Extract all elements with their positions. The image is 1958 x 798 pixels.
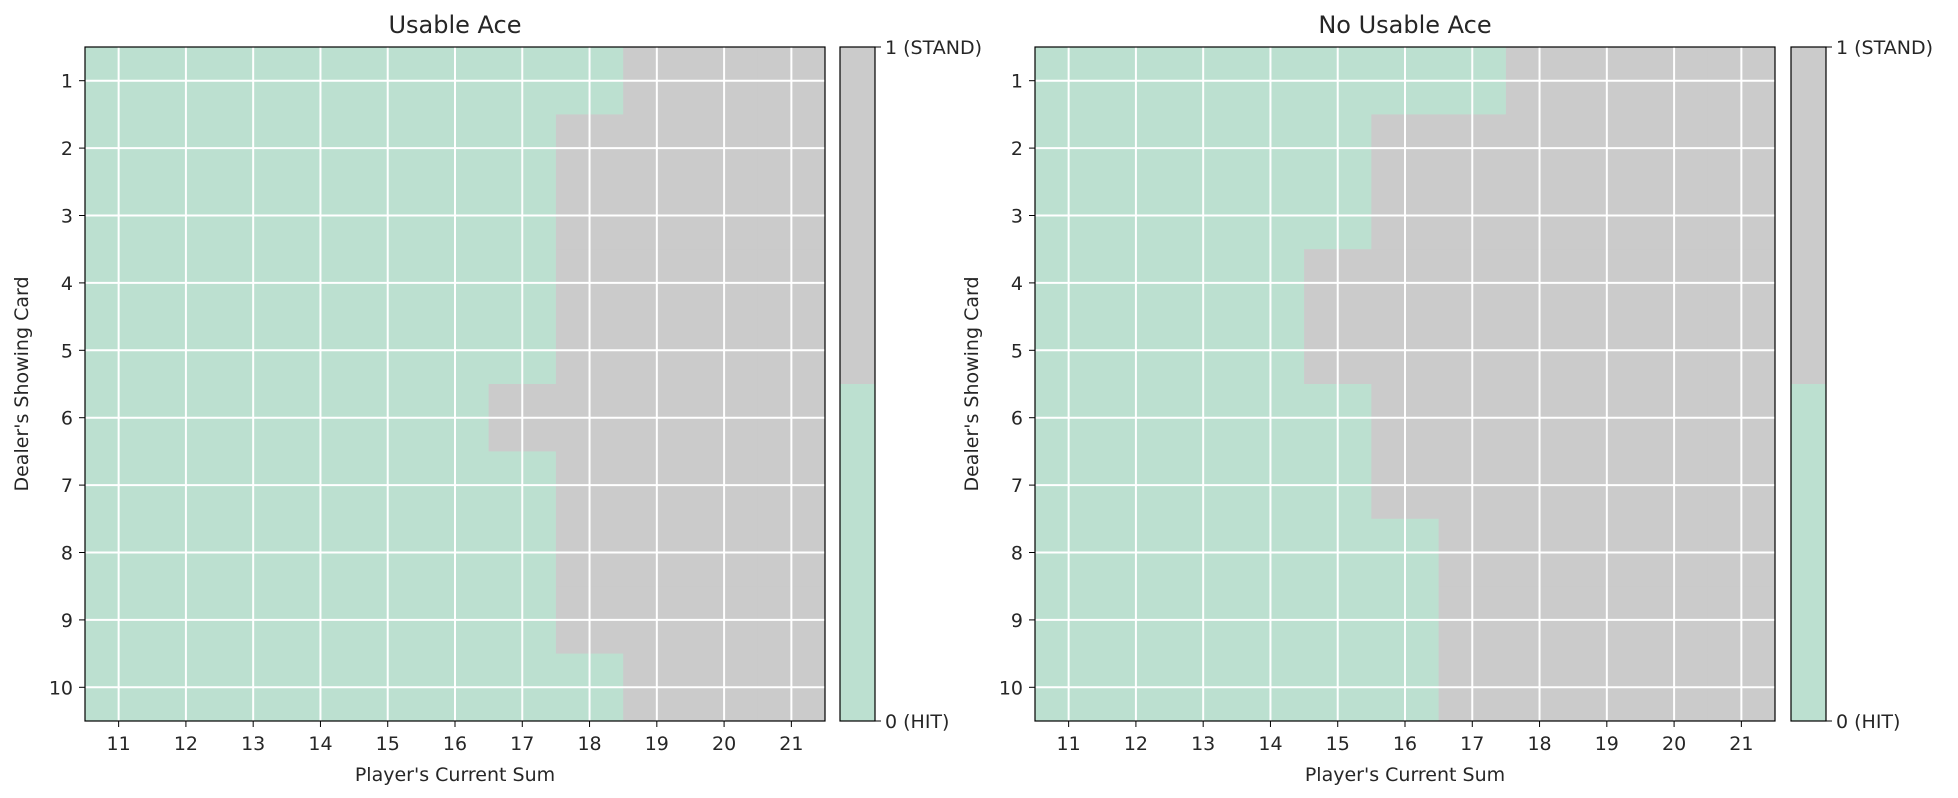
y-axis-label: Dealer's Showing Card	[961, 276, 983, 491]
x-tick-label: 16	[443, 733, 467, 755]
colorbar-frame	[839, 46, 876, 722]
y-tick-label: 4	[61, 273, 73, 295]
y-tick-label: 3	[1011, 206, 1023, 228]
y-axis-label: Dealer's Showing Card	[11, 276, 33, 491]
y-tick-label: 3	[61, 206, 73, 228]
x-tick-label: 18	[577, 733, 601, 755]
y-tick-label: 7	[61, 475, 73, 497]
x-tick-label: 15	[376, 733, 400, 755]
x-tick-label: 21	[779, 733, 803, 755]
chart-title: Usable Ace	[388, 11, 521, 39]
x-tick-label: 14	[1258, 733, 1282, 755]
x-tick-label: 15	[1326, 733, 1350, 755]
colorbar-segment	[1791, 384, 1826, 722]
x-tick-label: 17	[510, 733, 534, 755]
colorbar: 0 (HIT) 1 (STAND)	[1790, 37, 1933, 733]
x-tick-label: 16	[1393, 733, 1417, 755]
y-tick-label: 7	[1011, 475, 1023, 497]
y-tick-label: 5	[1011, 340, 1023, 362]
x-tick-label: 19	[1595, 733, 1619, 755]
y-tick-label: 2	[1011, 138, 1023, 160]
y-tick-label: 5	[61, 340, 73, 362]
colorbar-tick-label: 0 (HIT)	[1836, 711, 1900, 733]
colorbar-tick-label: 1 (STAND)	[1836, 37, 1933, 59]
y-tick-label: 9	[1011, 610, 1023, 632]
colorbar: 0 (HIT) 1 (STAND)	[839, 37, 982, 733]
heatmap-panel-1: 11 12 13 14 15 16 17 18 19 20 2112345678910Usable …	[11, 11, 982, 786]
y-tick-label: 10	[49, 677, 73, 699]
y-tick-label: 4	[1011, 273, 1023, 295]
y-tick-label: 1	[61, 71, 73, 93]
x-axis-label: Player's Current Sum	[1305, 764, 1505, 786]
x-tick-label: 14	[308, 733, 332, 755]
colorbar-frame	[1790, 46, 1827, 722]
y-tick-label: 6	[1011, 408, 1023, 430]
x-tick-label: 11	[107, 733, 131, 755]
chart-title: No Usable Ace	[1318, 11, 1491, 39]
y-tick-label: 10	[999, 677, 1023, 699]
x-tick-label: 20	[712, 733, 736, 755]
colorbar-tick-label: 0 (HIT)	[885, 711, 949, 733]
y-tick-label: 2	[61, 138, 73, 160]
y-tick-label: 8	[1011, 543, 1023, 565]
x-tick-label: 13	[241, 733, 265, 755]
x-tick-label: 13	[1191, 733, 1215, 755]
x-tick-label: 18	[1527, 733, 1551, 755]
x-tick-label: 11	[1057, 733, 1081, 755]
x-tick-label: 19	[645, 733, 669, 755]
colorbar-segment	[840, 47, 875, 385]
x-tick-label: 20	[1662, 733, 1686, 755]
x-tick-label: 12	[1124, 733, 1148, 755]
x-axis-label: Player's Current Sum	[355, 764, 555, 786]
y-tick-label: 6	[61, 408, 73, 430]
colorbar-segment	[1791, 47, 1826, 385]
colorbar-segment	[840, 384, 875, 722]
y-tick-label: 9	[61, 610, 73, 632]
y-tick-label: 8	[61, 543, 73, 565]
colorbar-tick-label: 1 (STAND)	[885, 37, 982, 59]
x-tick-label: 21	[1729, 733, 1753, 755]
y-tick-label: 1	[1011, 71, 1023, 93]
x-tick-label: 12	[174, 733, 198, 755]
x-tick-label: 17	[1460, 733, 1484, 755]
